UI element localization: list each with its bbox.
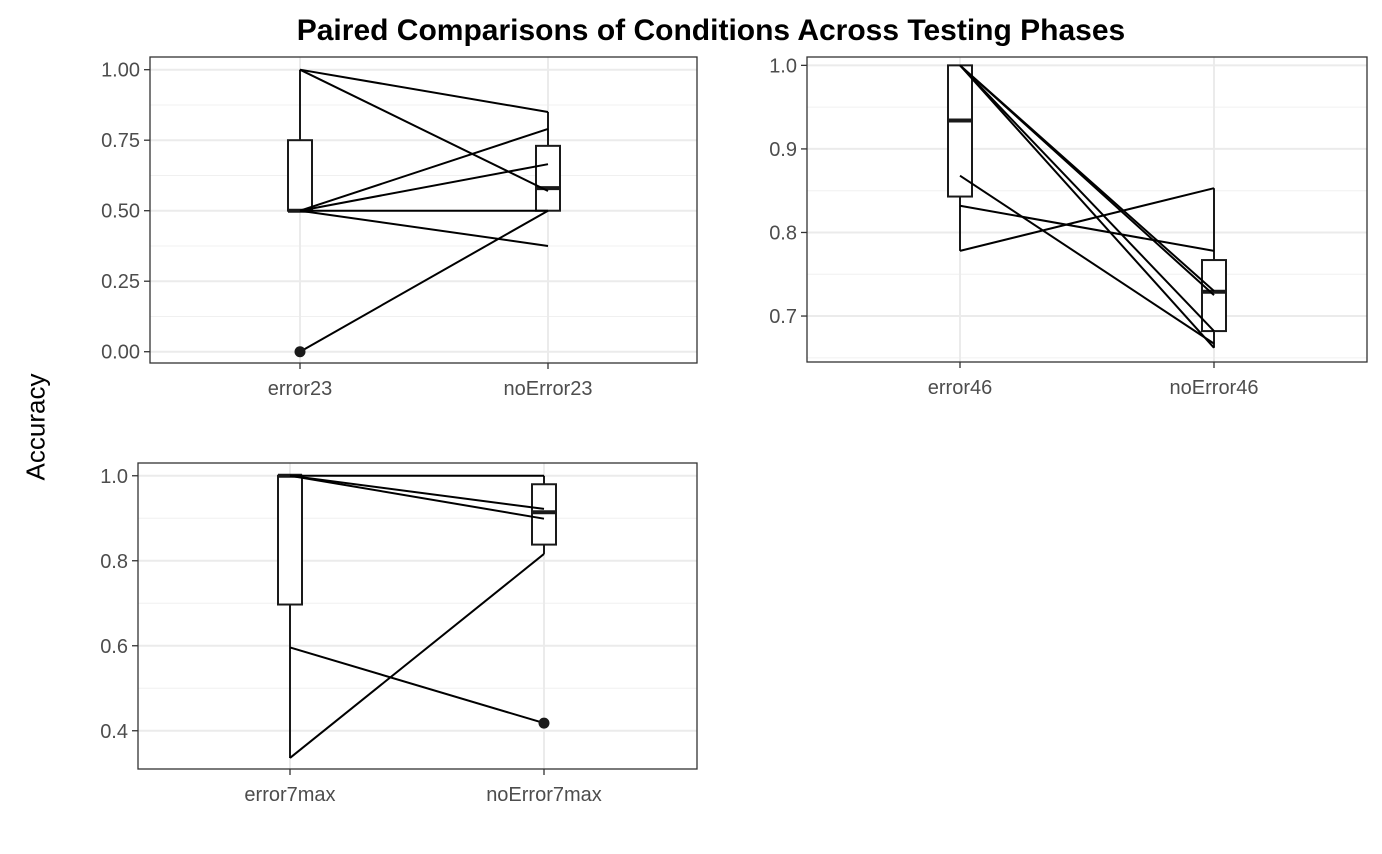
panel-background [138,463,697,769]
y-tick-label: 0.9 [769,139,797,161]
y-tick-label: 0.00 [101,342,140,364]
pair-line-3 [289,474,545,520]
pair-line-5 [959,174,1215,345]
box-error7max [277,473,303,758]
panel-2: 0.7 0.8 0.9 1.0 error46 noError46 [769,55,1368,399]
pair-line-4 [289,646,545,725]
x-tick-label: noError7max [486,784,602,806]
panel-3: 0.4 0.6 0.8 1.0 error7max noError7max [100,462,698,806]
y-tick-label: 0.25 [101,271,140,293]
box-noError7max [531,475,557,554]
pair-line-3 [959,64,1215,349]
panel-border [806,56,1368,363]
x-tick-label: noError23 [504,378,593,400]
pair-line-2 [959,64,1215,296]
pair-line-1 [299,68,549,113]
pair-line-5 [289,553,545,759]
y-tick-label: 0.8 [100,551,128,573]
panel-border [149,56,698,364]
x-tick-label: error46 [928,377,992,399]
box-body [535,144,561,212]
y-tick-label: 0.4 [100,721,128,743]
panel-background [807,57,1367,362]
box-body [287,139,313,212]
y-tick-label: 0.50 [101,201,140,223]
y-tick-label: 1.0 [100,466,128,488]
x-tick-label: error7max [244,784,335,806]
outlier-point [538,717,550,729]
y-tick-label: 0.7 [769,306,797,328]
panel-1: 0.00 0.25 0.50 0.75 1.00 error23 noError23 [101,56,698,400]
pair-line-2 [289,474,545,510]
pair-line-4 [299,163,549,212]
chart-title: Paired Comparisons of Conditions Across … [296,14,1126,47]
box-body [947,64,973,198]
pair-line-2 [299,68,549,192]
pair-line-7 [299,209,549,353]
y-tick-label: 0.75 [101,130,140,152]
pair-line-7 [959,187,1215,252]
x-tick-label: noError46 [1170,377,1259,399]
box-body [277,474,303,606]
box-body [531,483,557,546]
box-body [1201,259,1227,333]
y-tick-label: 1.0 [769,55,797,77]
y-tick-label: 0.8 [769,222,797,244]
y-tick-label: 0.6 [100,636,128,658]
y-tick-label: 1.00 [101,60,140,82]
pair-line-6 [299,209,549,247]
box-noError46 [1201,188,1227,348]
pair-line-4 [959,64,1215,332]
pair-line-6 [959,204,1215,252]
box-error46 [947,64,973,251]
panel-border [137,462,698,770]
x-tick-label: error23 [268,378,332,400]
outlier-point [294,346,306,358]
pair-line-3 [299,127,549,212]
